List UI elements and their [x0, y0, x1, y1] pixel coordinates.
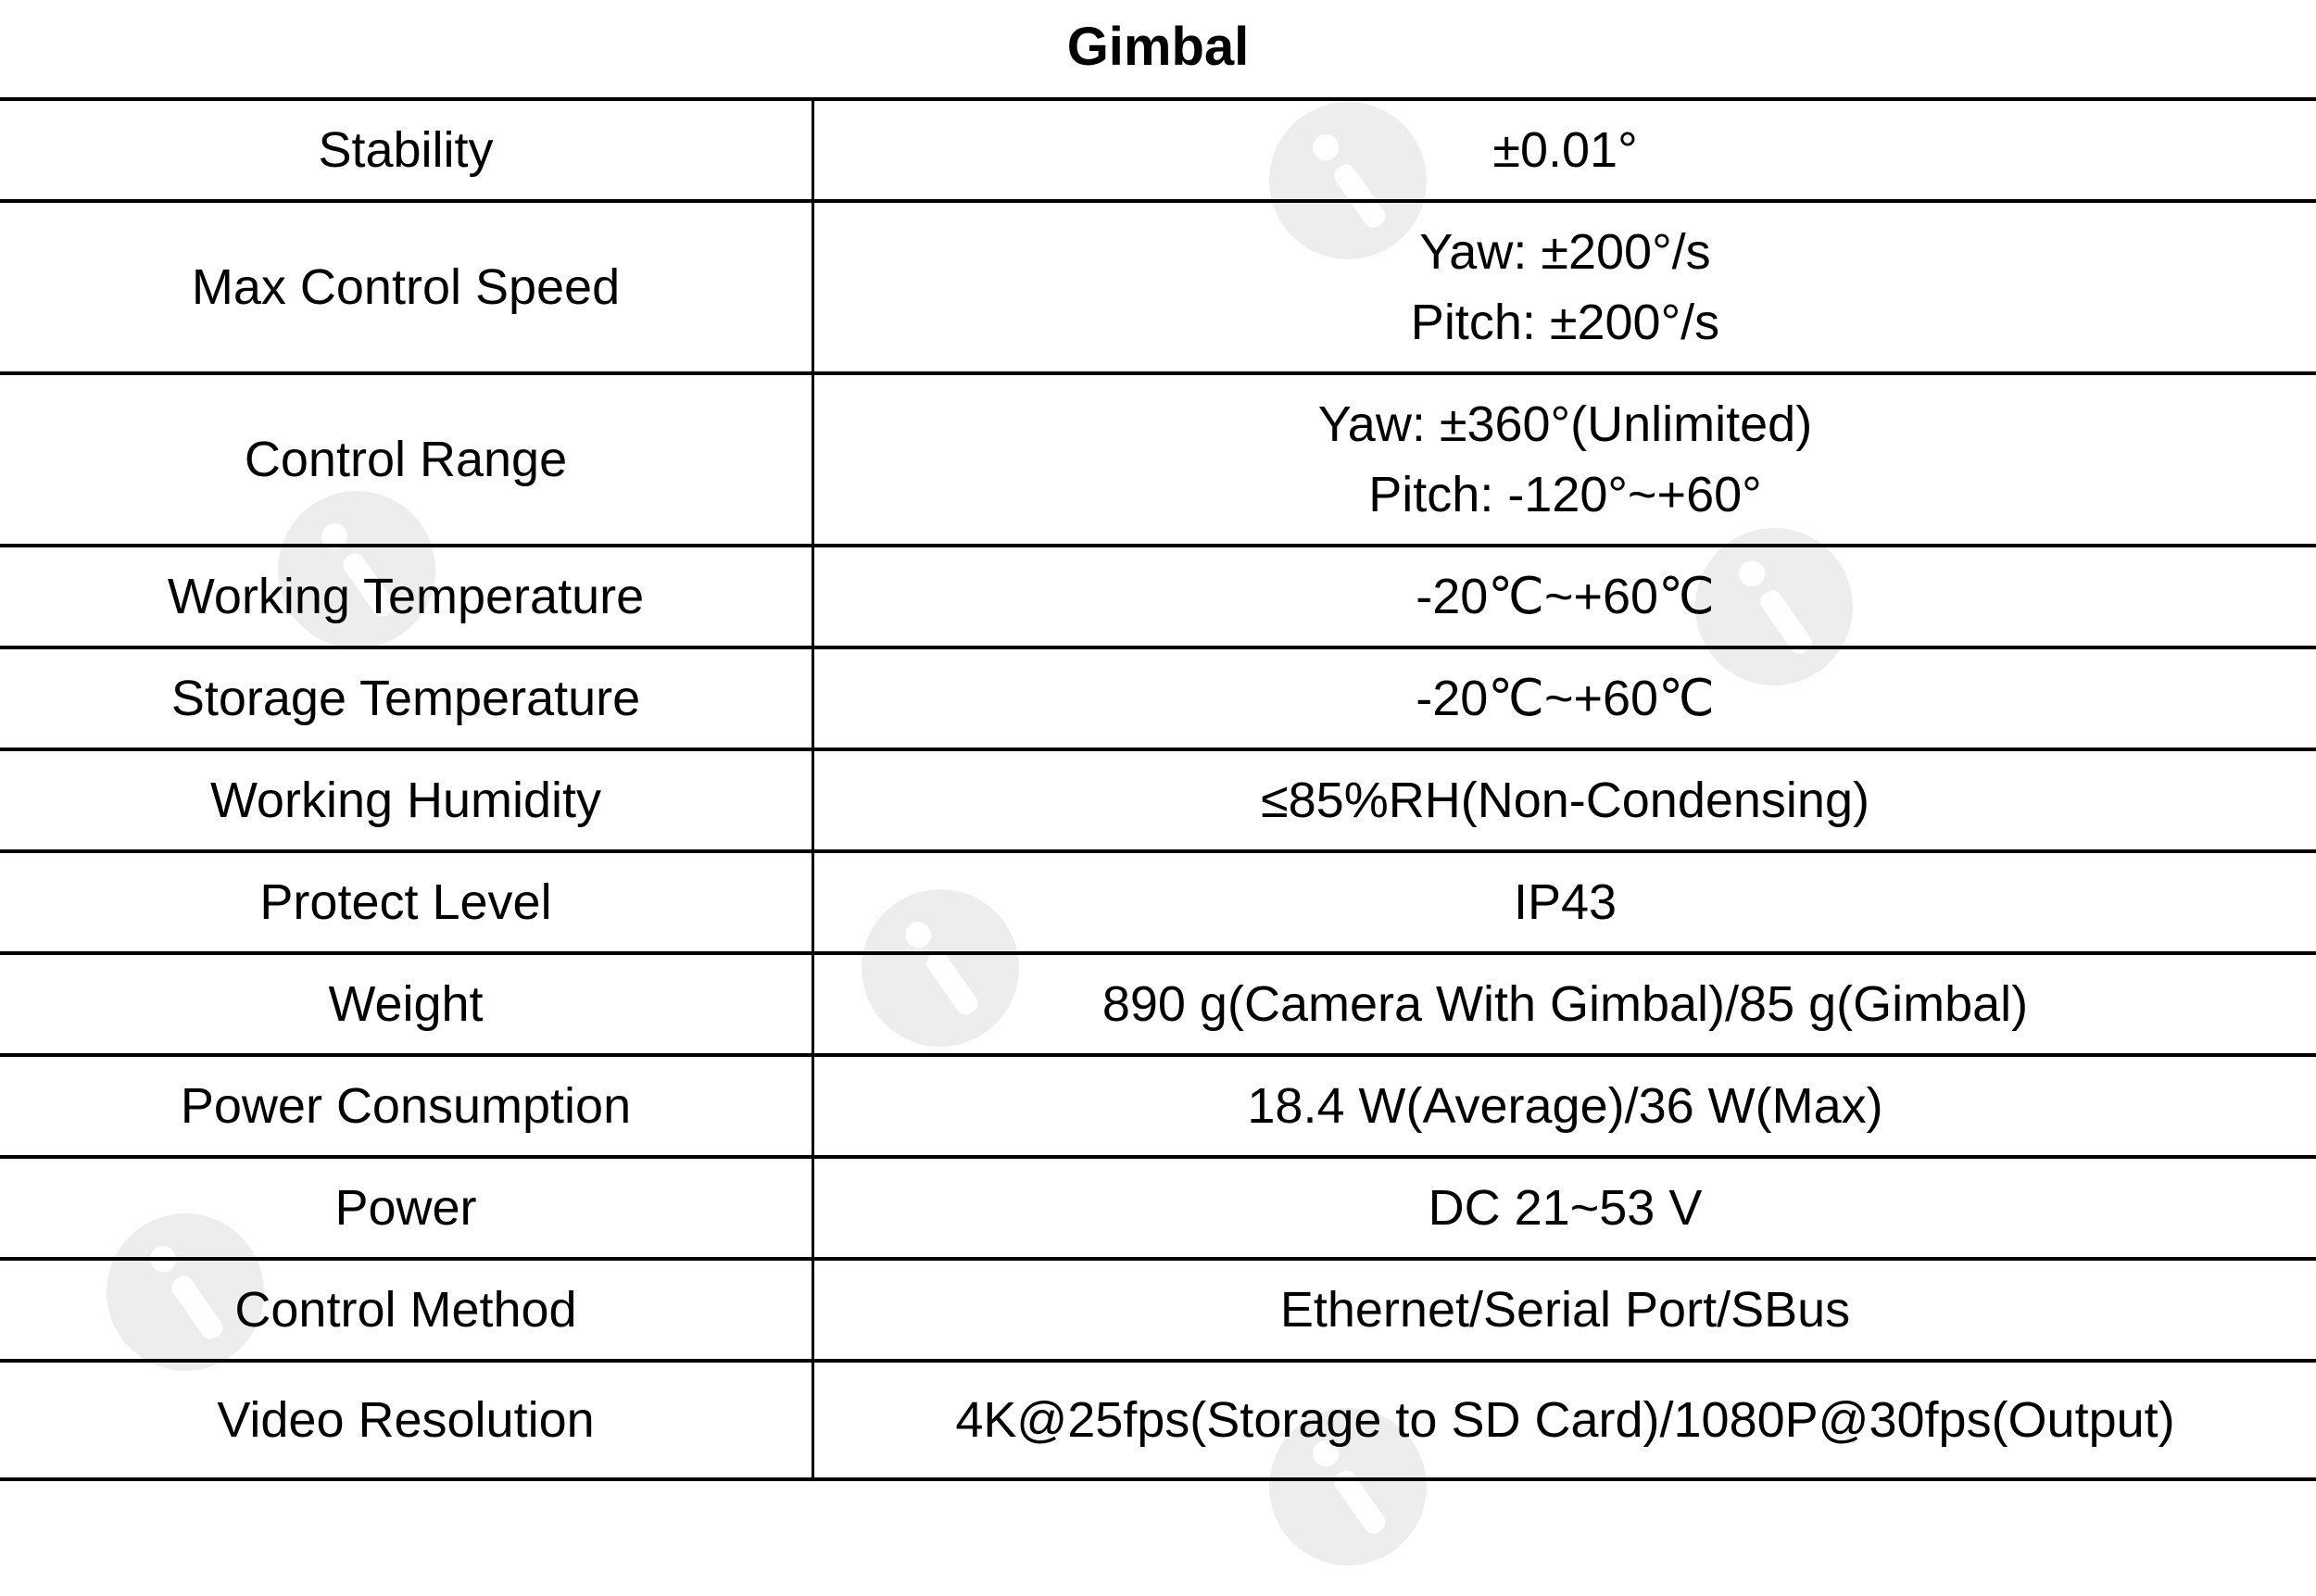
- table-row: Working Temperature-20℃~+60℃: [0, 546, 2316, 647]
- spec-value: 890 g(Camera With Gimbal)/85 g(Gimbal): [813, 953, 2316, 1055]
- spec-value-line: Yaw: ±360°(Unlimited): [814, 389, 2316, 459]
- table-row: Stability±0.01°: [0, 99, 2316, 201]
- spec-value-line: Yaw: ±200°/s: [814, 217, 2316, 287]
- spec-label: Protect Level: [0, 851, 813, 953]
- spec-label: Storage Temperature: [0, 647, 813, 749]
- spec-value: 4K@25fps(Storage to SD Card)/1080P@30fps…: [813, 1361, 2316, 1479]
- spec-value-line: Pitch: -120°~+60°: [814, 459, 2316, 530]
- spec-value-line: ≤85%RH(Non-Condensing): [814, 765, 2316, 836]
- spec-label: Video Resolution: [0, 1361, 813, 1479]
- spec-label: Power Consumption: [0, 1055, 813, 1157]
- spec-value: 18.4 W(Average)/36 W(Max): [813, 1055, 2316, 1157]
- spec-value: ≤85%RH(Non-Condensing): [813, 749, 2316, 851]
- table-row: Storage Temperature-20℃~+60℃: [0, 647, 2316, 749]
- spec-value: DC 21~53 V: [813, 1157, 2316, 1259]
- spec-value: IP43: [813, 851, 2316, 953]
- spec-value-line: -20℃~+60℃: [814, 561, 2316, 632]
- spec-value-line: IP43: [814, 867, 2316, 937]
- table-row: Working Humidity≤85%RH(Non-Condensing): [0, 749, 2316, 851]
- spec-value-line: -20℃~+60℃: [814, 663, 2316, 734]
- spec-value: -20℃~+60℃: [813, 546, 2316, 647]
- spec-value-line: 18.4 W(Average)/36 W(Max): [814, 1071, 2316, 1141]
- spec-value: -20℃~+60℃: [813, 647, 2316, 749]
- spec-label: Working Temperature: [0, 546, 813, 647]
- spec-value-line: Ethernet/Serial Port/SBus: [814, 1275, 2316, 1345]
- spec-label: Max Control Speed: [0, 201, 813, 373]
- spec-label: Weight: [0, 953, 813, 1055]
- spec-label: Power: [0, 1157, 813, 1259]
- spec-value-line: 890 g(Camera With Gimbal)/85 g(Gimbal): [814, 969, 2316, 1039]
- spec-value-line: ±0.01°: [814, 115, 2316, 185]
- spec-label: Working Humidity: [0, 749, 813, 851]
- spec-value: Yaw: ±360°(Unlimited)Pitch: -120°~+60°: [813, 373, 2316, 546]
- spec-label: Control Range: [0, 373, 813, 546]
- table-title: Gimbal: [0, 13, 2316, 82]
- spec-value: Ethernet/Serial Port/SBus: [813, 1259, 2316, 1361]
- spec-value-line: Pitch: ±200°/s: [814, 287, 2316, 358]
- spec-value-line: DC 21~53 V: [814, 1173, 2316, 1243]
- spec-value: ±0.01°: [813, 99, 2316, 201]
- spec-value-line: 4K@25fps(Storage to SD Card)/1080P@30fps…: [814, 1385, 2316, 1455]
- spec-label: Control Method: [0, 1259, 813, 1361]
- spec-label: Stability: [0, 99, 813, 201]
